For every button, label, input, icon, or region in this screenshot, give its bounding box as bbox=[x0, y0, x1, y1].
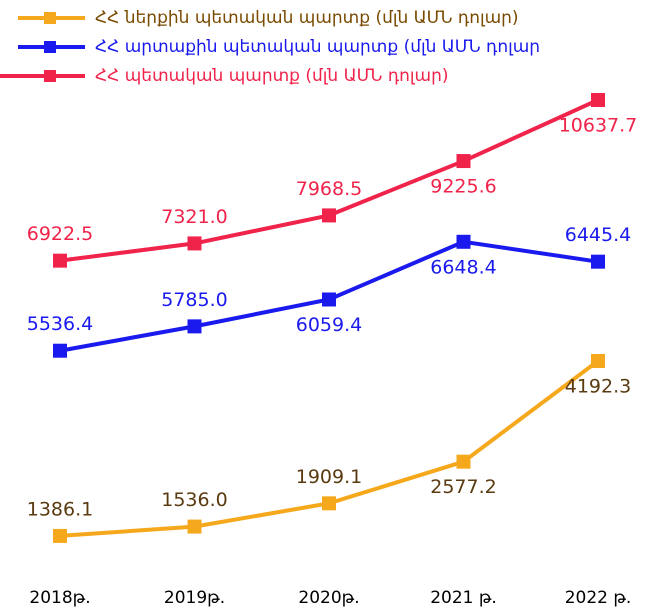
x-tick-label: 2022 թ. bbox=[565, 588, 632, 608]
point bbox=[53, 528, 67, 543]
data-label: 4192.3 bbox=[565, 375, 631, 397]
point bbox=[187, 236, 202, 251]
data-label: 1909.1 bbox=[296, 466, 362, 488]
legend-label: ՀՀ պետական պարտք (մլն ԱՄՆ դոլար) bbox=[95, 66, 448, 86]
point bbox=[187, 319, 202, 334]
data-label: 10637.7 bbox=[559, 114, 638, 136]
legend-label: ՀՀ ներքին պետական պարտք (մլն ԱՄՆ դոլար) bbox=[95, 8, 519, 28]
data-label: 1536.0 bbox=[161, 489, 227, 511]
data-label: 6059.4 bbox=[296, 314, 362, 336]
data-label: 6445.4 bbox=[565, 224, 631, 246]
point bbox=[591, 92, 605, 107]
legend-label: ՀՀ արտաքին պետական պարտք (մլն ԱՄՆ դոլար bbox=[95, 37, 540, 57]
point bbox=[591, 254, 605, 269]
data-label: 6648.4 bbox=[430, 256, 496, 278]
data-label: 7321.0 bbox=[161, 206, 227, 228]
point bbox=[187, 519, 202, 534]
point bbox=[322, 208, 336, 223]
data-label: 9225.6 bbox=[430, 176, 496, 198]
data-label: 7968.5 bbox=[296, 178, 362, 200]
x-tick-label: 2021 թ. bbox=[430, 588, 497, 608]
point bbox=[322, 496, 336, 511]
data-label: 5536.4 bbox=[27, 313, 93, 335]
x-tick-label: 2019թ. bbox=[164, 588, 225, 608]
point bbox=[53, 253, 67, 268]
x-tick-label: 2020թ. bbox=[298, 588, 359, 608]
x-tick-label: 2018թ. bbox=[29, 588, 90, 608]
point bbox=[322, 292, 336, 307]
legend-marker bbox=[44, 41, 56, 53]
data-label: 6922.5 bbox=[27, 223, 93, 245]
point bbox=[591, 353, 605, 368]
point bbox=[53, 343, 67, 358]
data-label: 2577.2 bbox=[430, 476, 496, 498]
data-label: 1386.1 bbox=[27, 498, 93, 520]
point bbox=[456, 454, 471, 469]
point bbox=[456, 154, 471, 169]
data-label: 5785.0 bbox=[161, 289, 227, 311]
point bbox=[456, 234, 471, 249]
legend-marker bbox=[44, 12, 56, 24]
legend-marker bbox=[44, 70, 56, 82]
